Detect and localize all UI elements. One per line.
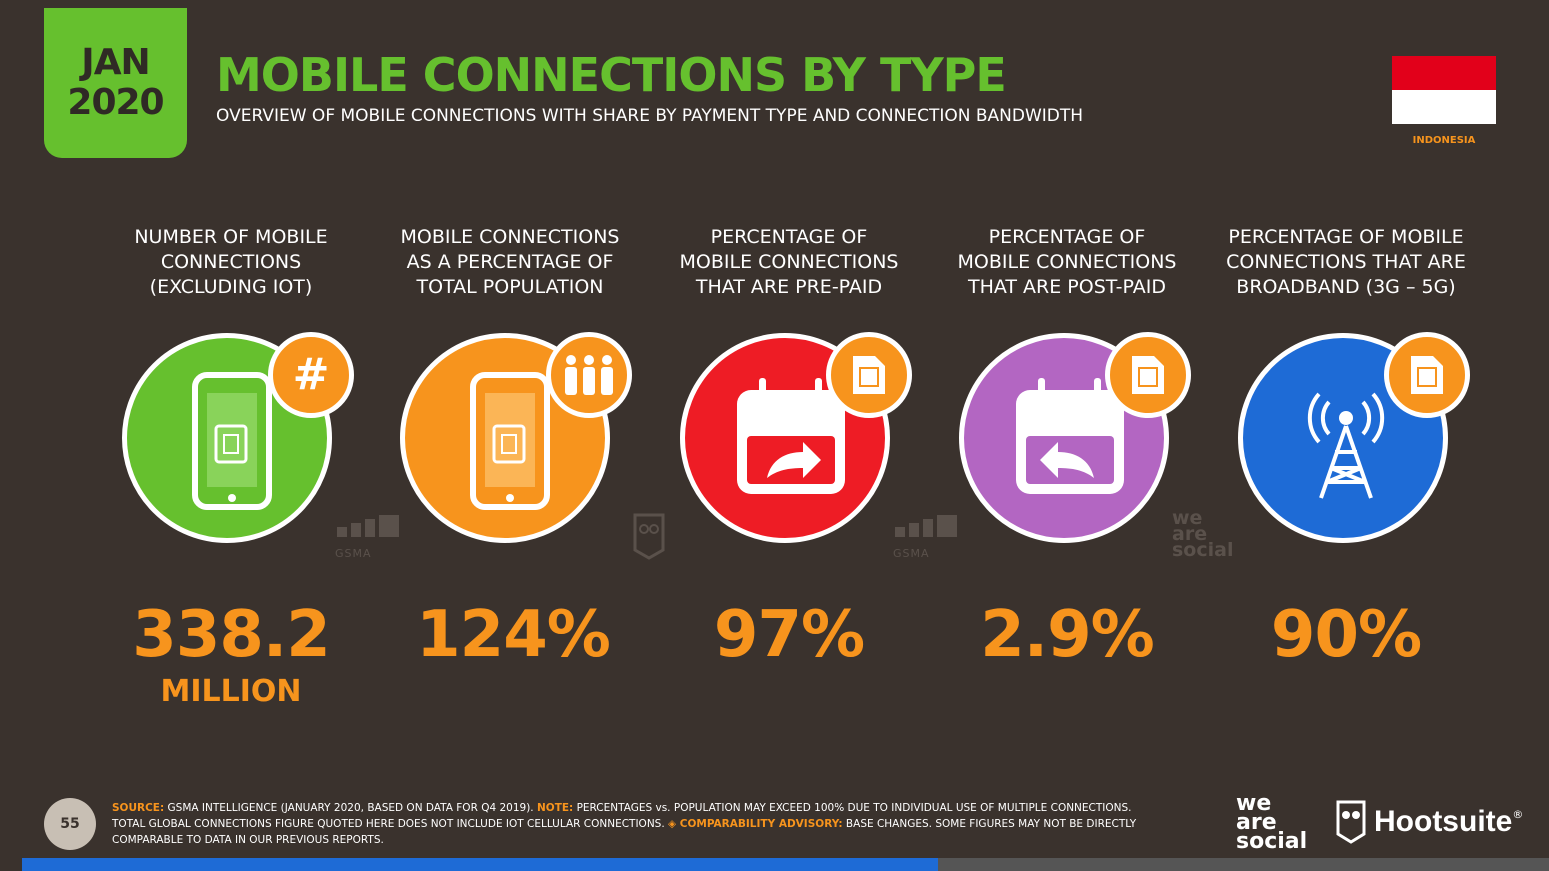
gsma-watermark: GSMA xyxy=(893,515,959,560)
gsma-watermark: GSMA xyxy=(335,515,401,560)
progress-fill xyxy=(22,858,939,871)
indonesia-flag-icon xyxy=(1392,56,1496,124)
progress-bar xyxy=(22,858,1549,871)
sim-card-icon xyxy=(1105,332,1191,418)
page-number: 55 xyxy=(44,798,96,850)
stat-value-connections: 338.2 xyxy=(132,598,330,672)
stat-value-population: 124% xyxy=(416,598,611,672)
stat-label-broadband: PERCENTAGE OF MOBILE CONNECTIONS THAT ARE… xyxy=(1226,226,1466,298)
date-badge: JAN 2020 xyxy=(44,8,187,158)
hootsuite-owl-icon xyxy=(1336,800,1366,844)
stat-label-population: MOBILE CONNECTIONS AS A PERCENTAGE OF TOTA… xyxy=(400,226,620,298)
we-are-social-watermark: we are social xyxy=(1172,507,1234,561)
stat-value-postpaid: 2.9% xyxy=(980,598,1155,672)
date-year: 2020 xyxy=(67,82,164,123)
slide-subtitle: OVERVIEW OF MOBILE CONNECTIONS WITH SHAR… xyxy=(216,106,1084,126)
date-month: JAN xyxy=(81,42,150,83)
hash-icon: # xyxy=(268,332,354,418)
stat-value-prepaid: 97% xyxy=(713,598,865,672)
stat-value-broadband: 90% xyxy=(1270,598,1422,672)
country-label: INDONESIA xyxy=(1412,135,1476,146)
we-are-social-logo: we are social xyxy=(1236,791,1308,854)
mobile-phone-sim-icon xyxy=(400,333,610,543)
sim-card-icon xyxy=(1384,332,1470,418)
registered-mark: ® xyxy=(1512,808,1524,821)
source-note: SOURCE: GSMA INTELLIGENCE (JANUARY 2020,… xyxy=(112,802,1137,846)
calendar-forward-arrow-icon xyxy=(680,333,890,543)
hootsuite-logo: Hootsuite ® xyxy=(1336,800,1523,844)
stat-label-connections: NUMBER OF MOBILE CONNECTIONS (EXCLUDING IO… xyxy=(134,226,328,298)
sim-card-icon xyxy=(826,332,912,418)
hootsuite-owl-watermark xyxy=(632,512,666,564)
hootsuite-wordmark: Hootsuite xyxy=(1374,805,1513,838)
calendar-back-arrow-icon xyxy=(959,333,1169,543)
slide-title: MOBILE CONNECTIONS BY TYPE xyxy=(216,48,1007,102)
stat-label-postpaid: PERCENTAGE OF MOBILE CONNECTIONS THAT ARE … xyxy=(957,226,1177,298)
people-icon xyxy=(546,332,632,418)
stat-label-prepaid: PERCENTAGE OF MOBILE CONNECTIONS THAT ARE … xyxy=(679,226,899,298)
stat-unit-connections: MILLION xyxy=(160,674,302,709)
